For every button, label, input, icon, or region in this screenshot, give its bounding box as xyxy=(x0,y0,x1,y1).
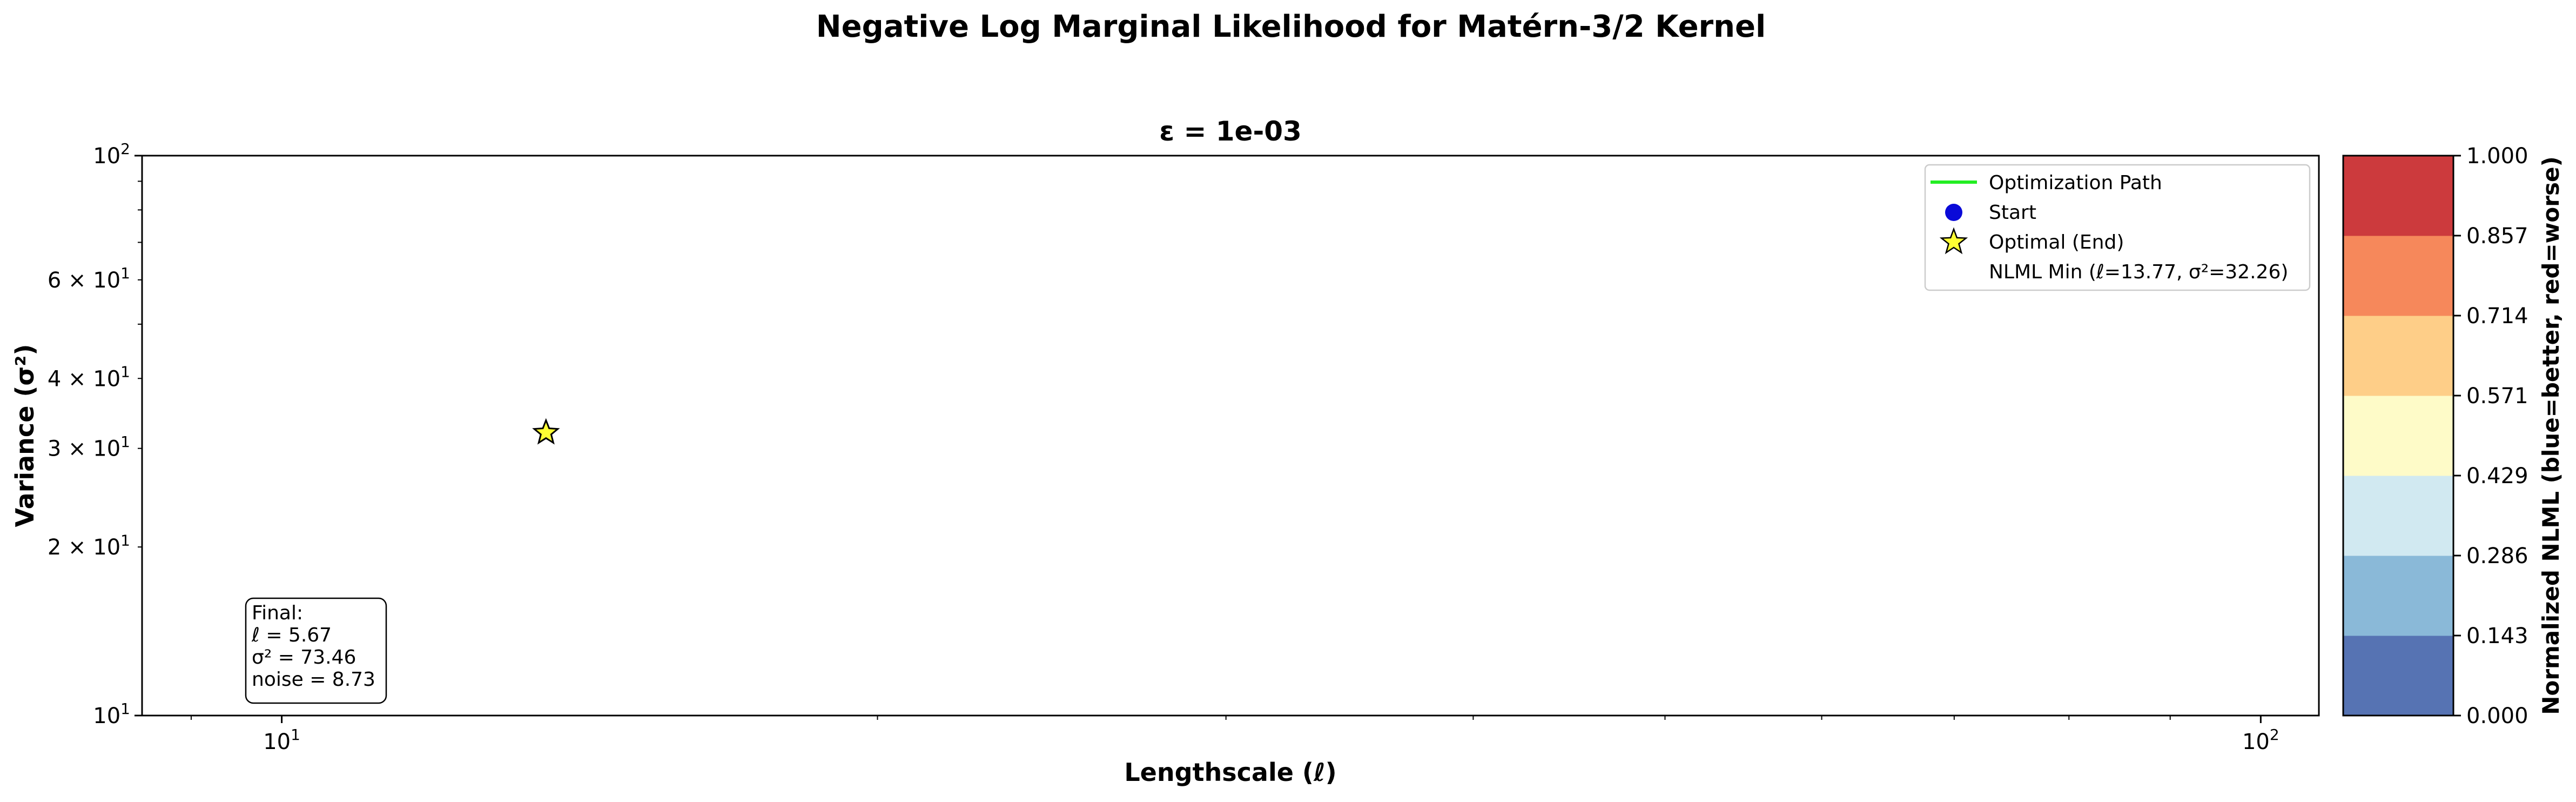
colorbar-tick-label: 1.000 xyxy=(2466,144,2528,169)
annotation-line: Final: xyxy=(252,602,303,624)
colorbar-band xyxy=(2343,476,2453,556)
annotation-line: noise = 8.73 xyxy=(252,669,375,691)
colorbar-tick-label: 0.000 xyxy=(2466,704,2528,729)
data-marks xyxy=(532,418,560,445)
colorbar-tick-label: 0.857 xyxy=(2466,224,2528,249)
legend-label: Optimization Path xyxy=(1989,172,2162,194)
y-tick-label: 6 × 101 xyxy=(48,264,130,293)
colorbar-tick-label: 0.286 xyxy=(2466,544,2528,569)
final-values-annotation: Final: ℓ = 5.67 σ² = 73.46 noise = 8.73 xyxy=(245,597,387,704)
colorbar-label: Normalized NLML (blue=better, red=worse) xyxy=(2538,156,2564,714)
y-axis: 101 2 × 101 3 × 101 4 × 101 6 × 101 102 xyxy=(48,140,142,729)
y-tick-label: 102 xyxy=(93,140,130,169)
legend-circle-swatch xyxy=(1945,204,1962,221)
colorbar-band xyxy=(2343,636,2453,716)
annotation-line: ℓ = 5.67 xyxy=(251,624,332,646)
colorbar-band xyxy=(2343,316,2453,396)
y-tick-label: 2 × 101 xyxy=(48,531,130,560)
colorbar-tick-label: 0.143 xyxy=(2466,624,2528,649)
y-tick-label: 101 xyxy=(93,700,130,729)
annotation-line: σ² = 73.46 xyxy=(252,646,356,669)
x-tick-label: 101 xyxy=(263,726,300,754)
figure-title: Negative Log Marginal Likelihood for Mat… xyxy=(816,9,1766,44)
colorbar-band xyxy=(2343,236,2453,316)
colorbar-band xyxy=(2343,556,2453,636)
y-axis-label: Variance (σ²) xyxy=(10,344,39,527)
colorbar: 0.000 0.143 0.286 0.429 0.571 0.714 0.857 1.000 xyxy=(2342,144,2528,729)
colorbar-frame xyxy=(2342,155,2454,717)
legend-star-swatch xyxy=(1939,227,1968,255)
legend-label: Start xyxy=(1989,202,2036,224)
legend: Optimization Path Start Optimal (End) NL… xyxy=(1924,164,2311,291)
optimal-point-star xyxy=(532,418,560,445)
x-tick-label: 102 xyxy=(2242,726,2279,754)
colorbar-tick-label: 0.571 xyxy=(2466,384,2528,409)
colorbar-band xyxy=(2343,156,2453,236)
x-axis-label: Lengthscale (ℓ) xyxy=(1124,758,1336,787)
x-axis: 101 102 xyxy=(190,716,2279,754)
legend-label: Optimal (End) xyxy=(1989,231,2124,253)
axes-title: ε = 1e-03 xyxy=(1159,116,1302,147)
colorbar-tick-label: 0.714 xyxy=(2466,304,2528,329)
colorbar-band xyxy=(2343,396,2453,476)
y-tick-label: 3 × 101 xyxy=(48,433,130,462)
y-tick-label: 4 × 101 xyxy=(48,363,130,391)
axes-frame xyxy=(141,155,2320,717)
legend-label: NLML Min (ℓ=13.77, σ²=32.26) xyxy=(1989,261,2288,283)
legend-frame xyxy=(1924,164,2311,291)
annotation-box xyxy=(245,597,387,704)
colorbar-tick-label: 0.429 xyxy=(2466,464,2528,489)
plot-area: ε = 1e-03 101 102 101 2 × 101 3 × 101 4 × 10… xyxy=(10,116,2320,787)
